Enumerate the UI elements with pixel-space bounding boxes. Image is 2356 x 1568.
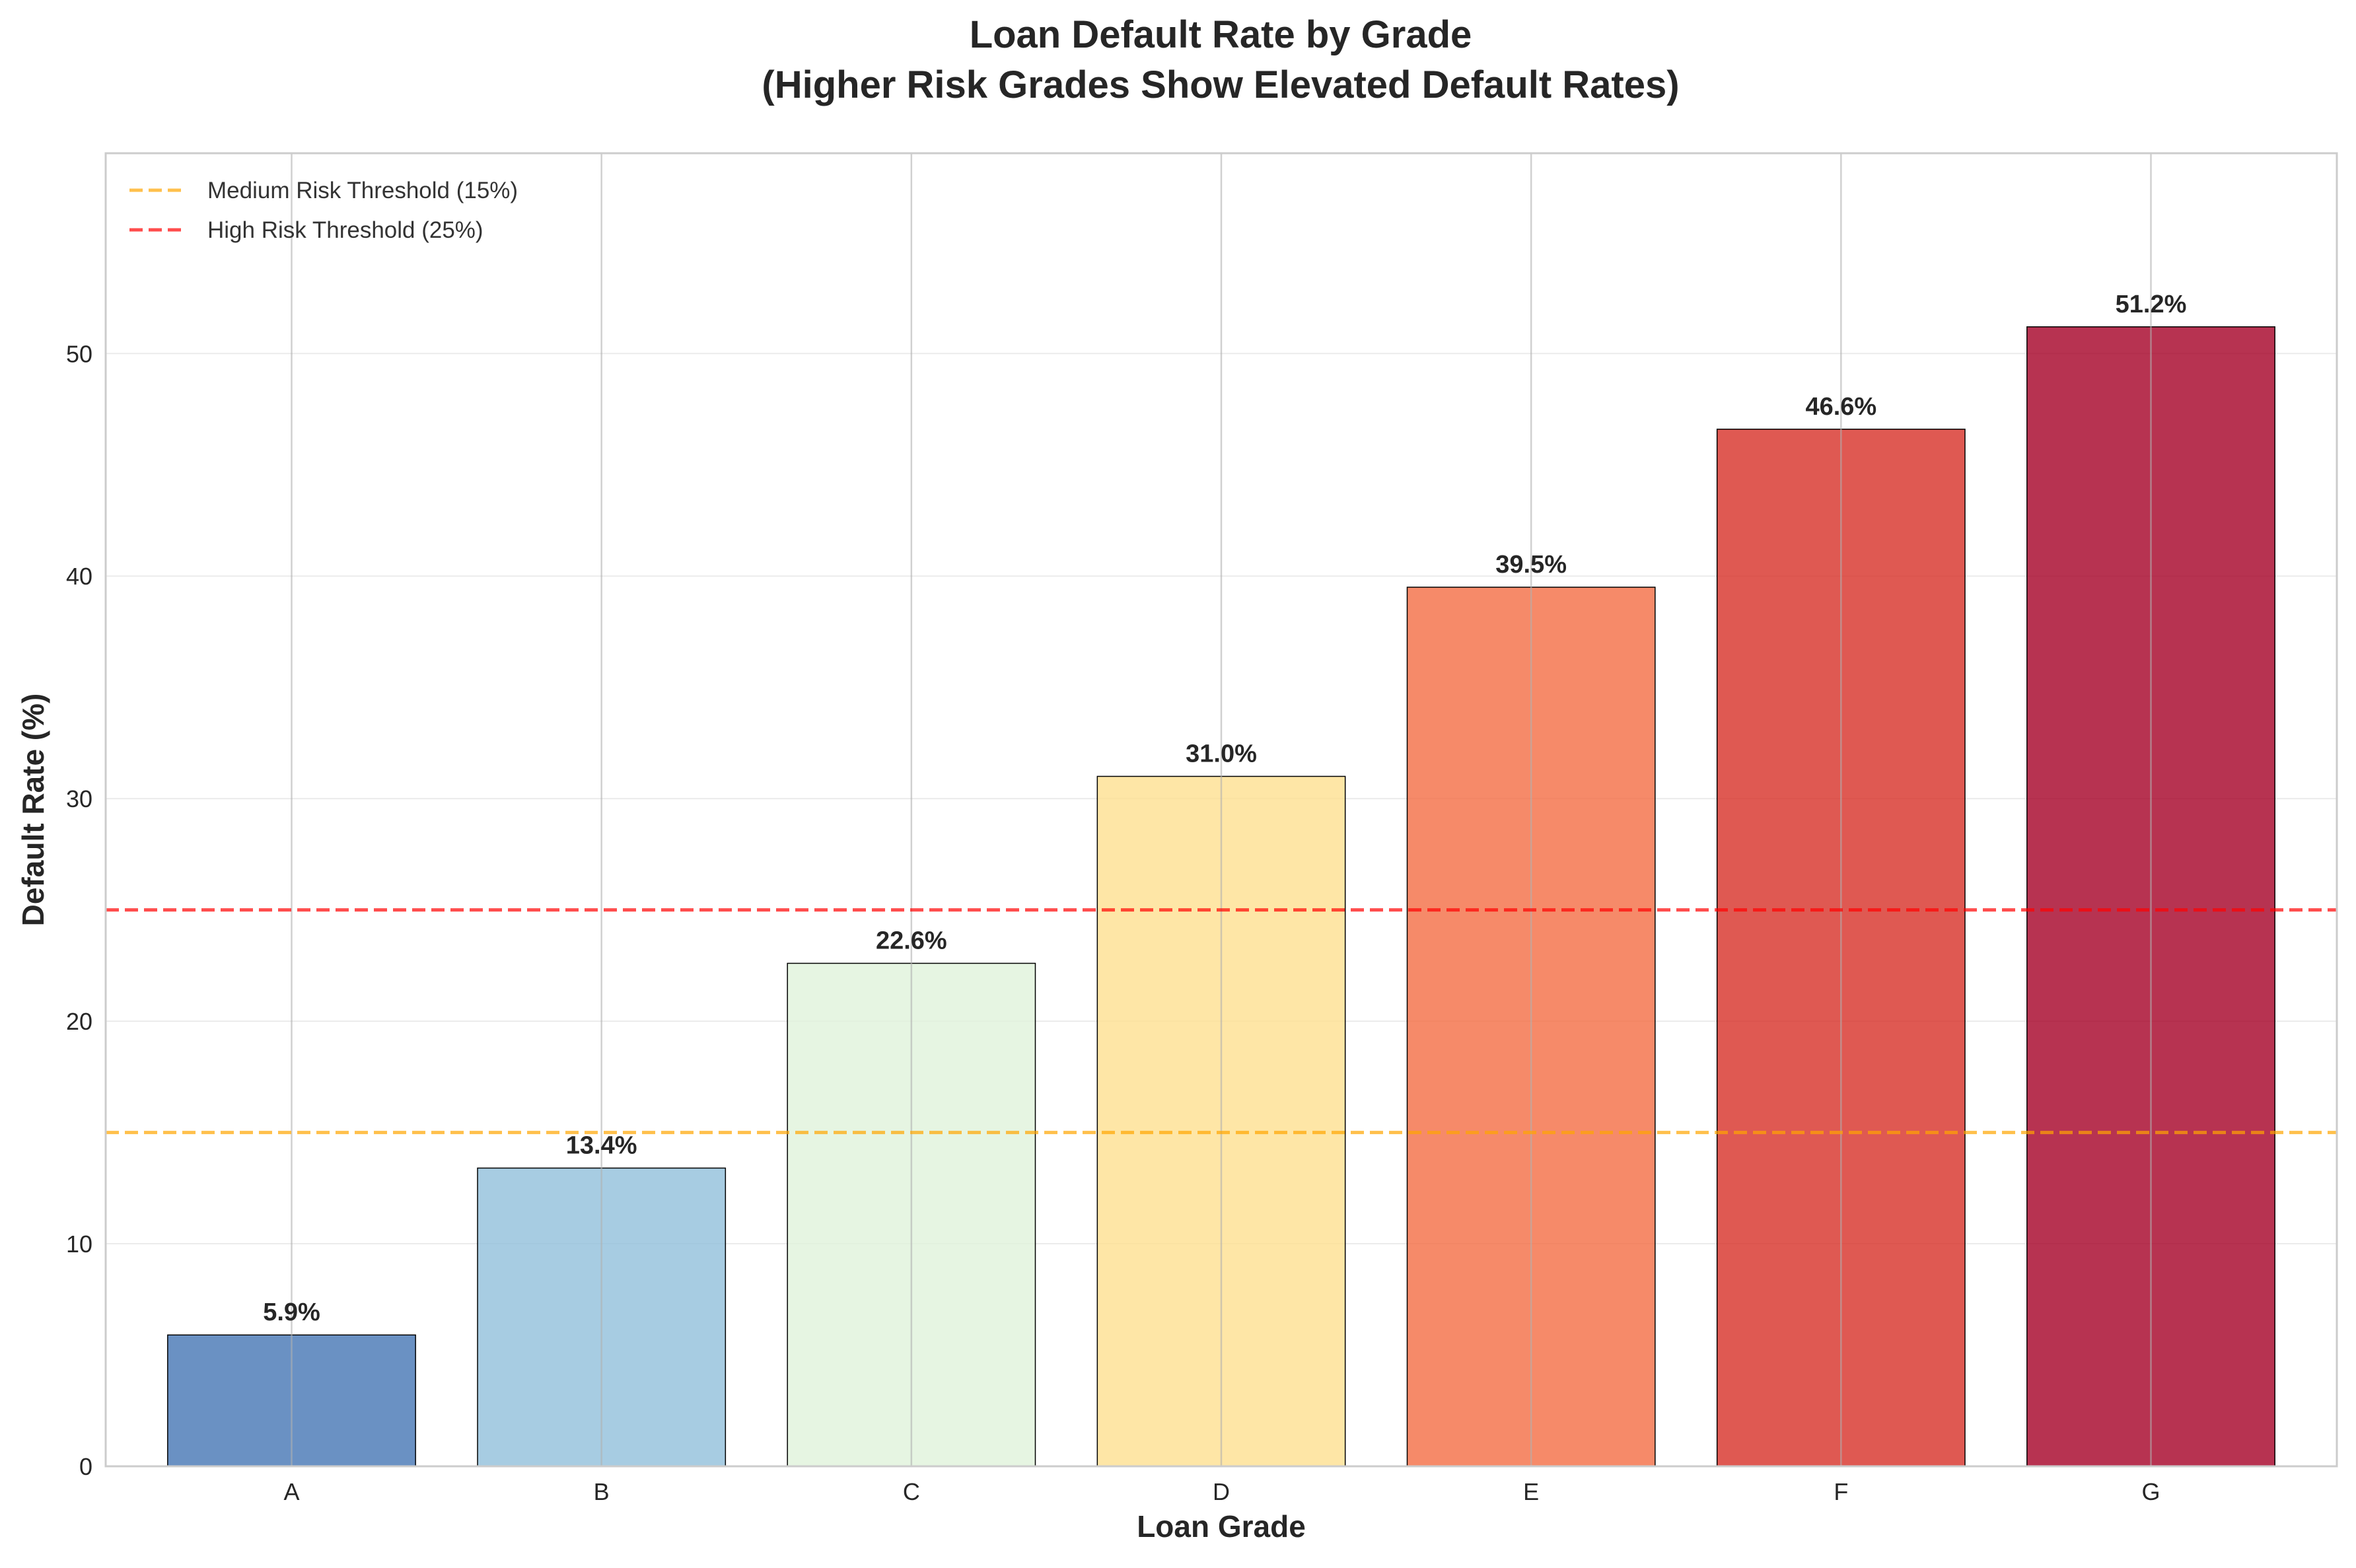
x-tick-label: B	[594, 1478, 610, 1505]
x-tick-label: G	[2141, 1478, 2160, 1505]
y-tick-label: 0	[79, 1453, 92, 1480]
x-tick-label: D	[1213, 1478, 1230, 1505]
y-tick-label: 10	[66, 1230, 92, 1258]
plot-frame	[104, 152, 2338, 1468]
data-labels: 5.9% 13.4% 22.6% 31.0% 39.5% 46.6% 51.2%	[263, 291, 2186, 1326]
legend-label-1: High Risk Threshold (25%)	[207, 217, 483, 243]
threshold-lines	[106, 908, 2337, 1135]
y-tick-label: 40	[66, 563, 92, 590]
x-tick-label: A	[283, 1478, 299, 1505]
data-label-C: 22.6%	[876, 927, 947, 954]
y-tick-label: 30	[66, 785, 92, 812]
x-axis-label: Loan Grade	[1137, 1509, 1306, 1544]
chart-title-line1: Loan Default Rate by Grade	[970, 13, 1472, 56]
x-tick-label: F	[1834, 1478, 1848, 1505]
chart-title-line2: (Higher Risk Grades Show Elevated Defaul…	[762, 63, 1679, 106]
y-tick-label: 50	[66, 340, 92, 367]
data-label-D: 31.0%	[1186, 740, 1257, 767]
data-label-A: 5.9%	[263, 1299, 320, 1326]
data-label-E: 39.5%	[1495, 551, 1567, 579]
data-label-F: 46.6%	[1805, 393, 1876, 421]
bars	[167, 153, 2275, 1467]
legend-label-0: Medium Risk Threshold (15%)	[207, 178, 518, 203]
x-tick-label: E	[1523, 1478, 1539, 1505]
x-axis-ticks: A B C D E F G	[283, 1478, 2160, 1505]
data-label-G: 51.2%	[2116, 291, 2187, 318]
y-tick-label: 20	[66, 1008, 92, 1035]
data-label-B: 13.4%	[566, 1131, 637, 1159]
x-tick-label: C	[903, 1478, 920, 1505]
y-axis-label: Default Rate (%)	[16, 694, 50, 927]
y-axis-ticks: 0 10 20 30 40 50	[66, 340, 92, 1480]
legend: Medium Risk Threshold (15%) High Risk Thr…	[129, 178, 518, 243]
